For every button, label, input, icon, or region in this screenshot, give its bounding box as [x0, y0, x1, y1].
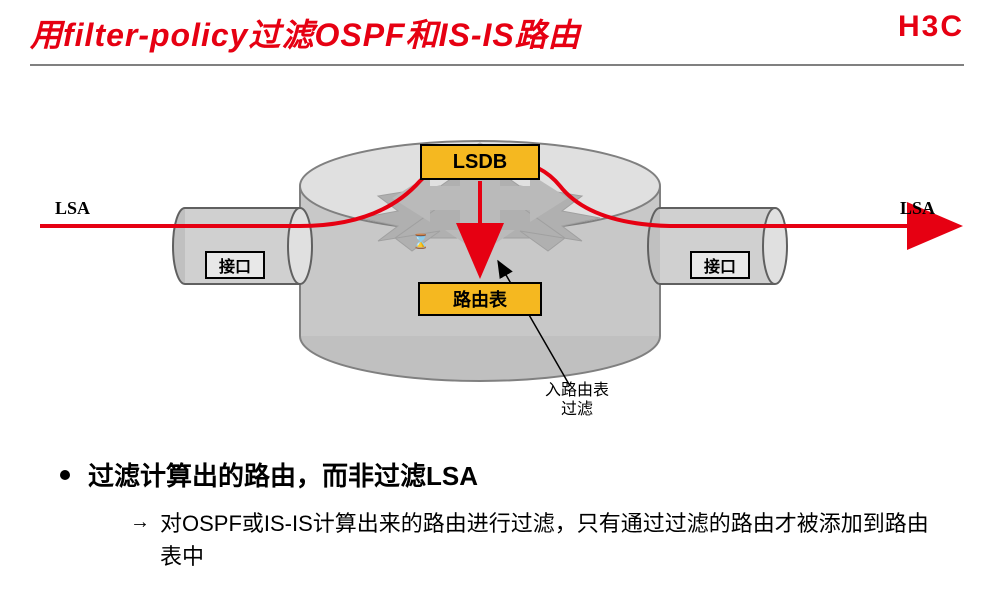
- interface-right-box: 接口: [690, 251, 750, 279]
- bullet-main: 过滤计算出的路由，而非过滤LSA: [60, 456, 934, 493]
- bullet-sub: → 对OSPF或IS-IS计算出来的路由进行过滤，只有通过过滤的路由才被添加到路…: [130, 507, 934, 573]
- interface-right-label: 接口: [704, 253, 736, 277]
- interface-left-box: 接口: [205, 251, 265, 279]
- diagram: ⌛ LSA LSA 接口 接口 LSDB 路由表 入路由表 过滤: [0, 86, 994, 416]
- route-table-label: 路由表: [453, 286, 507, 312]
- brand-logo: H3C: [898, 10, 964, 44]
- lsa-right-label: LSA: [900, 198, 935, 219]
- callout-line1: 入路由表: [545, 381, 609, 400]
- callout-line2: 过滤: [545, 400, 609, 419]
- bullet-main-text: 过滤计算出的路由，而非过滤LSA: [88, 456, 478, 493]
- diagram-svg: ⌛: [0, 86, 994, 416]
- interface-left-label: 接口: [219, 253, 251, 277]
- header: 用filter-policy过滤OSPF和IS-IS路由 H3C: [0, 0, 994, 56]
- lsa-left-label: LSA: [55, 198, 90, 219]
- lsdb-label: LSDB: [453, 151, 507, 174]
- bullet-section: 过滤计算出的路由，而非过滤LSA → 对OSPF或IS-IS计算出来的路由进行过…: [0, 456, 994, 573]
- callout-label: 入路由表 过滤: [545, 381, 609, 419]
- bullet-dot-icon: [60, 470, 70, 480]
- bullet-sub-text: 对OSPF或IS-IS计算出来的路由进行过滤，只有通过过滤的路由才被添加到路由表…: [160, 507, 934, 573]
- arrow-icon: →: [130, 507, 150, 537]
- svg-text:⌛: ⌛: [412, 233, 429, 250]
- route-table-box: 路由表: [418, 282, 542, 316]
- page-title: 用filter-policy过滤OSPF和IS-IS路由: [30, 10, 581, 56]
- title-underline: [30, 64, 964, 66]
- lsdb-box: LSDB: [420, 144, 540, 180]
